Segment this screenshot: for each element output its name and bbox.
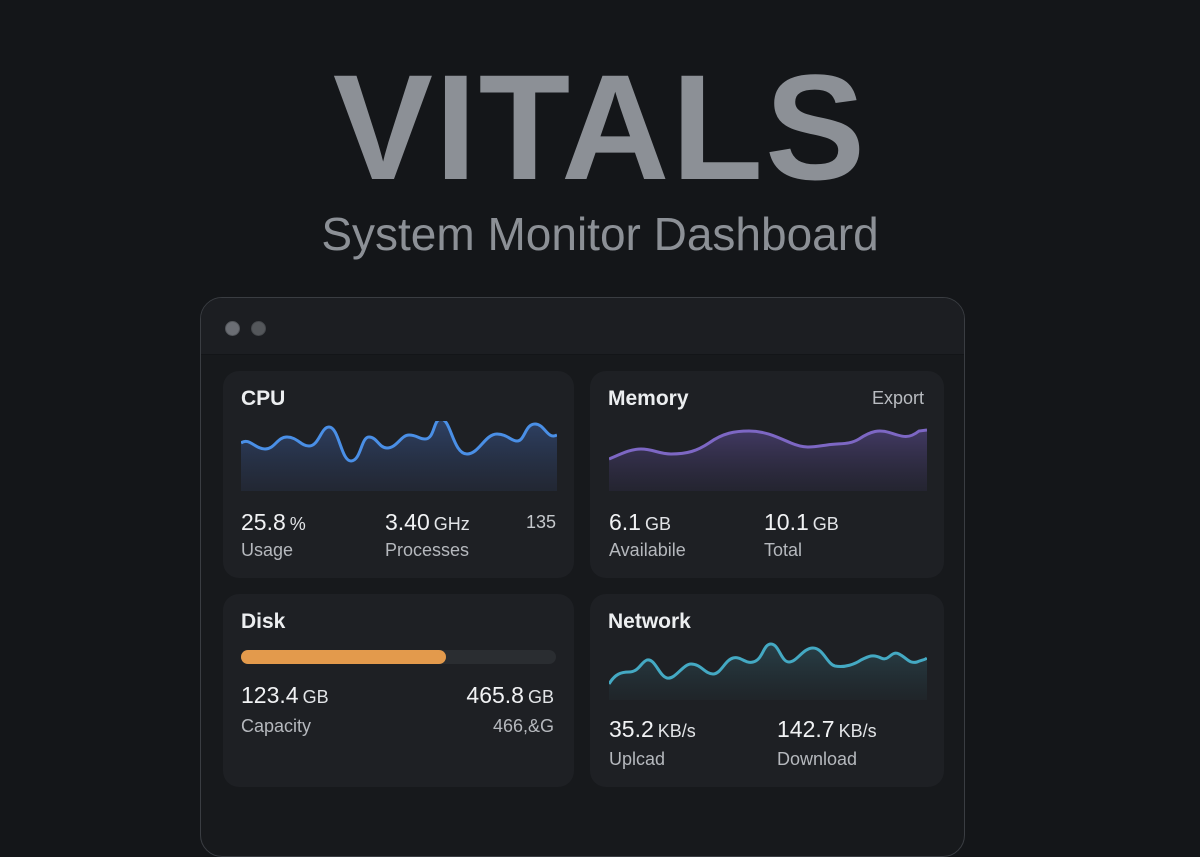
- network-card-title: Network: [608, 610, 691, 633]
- window-minimize-button[interactable]: [251, 321, 266, 336]
- app-title: VITALS: [332, 43, 868, 211]
- cpu-usage-label: Usage: [241, 540, 294, 560]
- cpu-usage-value: 25.8%: [241, 509, 306, 535]
- disk-card: Disk 123.4 GB Capacity 465.8 GB 466,&G: [223, 594, 574, 787]
- memory-total-label: Total: [764, 540, 803, 560]
- export-button[interactable]: Export: [871, 388, 924, 408]
- memory-total-value: 10.1 GB: [764, 509, 839, 535]
- app-subtitle: System Monitor Dashboard: [321, 208, 879, 260]
- dashboard-window: CPU 25.8% Usage 3.40 GHz Processes 135 Me…: [200, 297, 965, 857]
- disk-usage-bar-fill: [241, 650, 446, 664]
- network-download-label: Download: [777, 749, 858, 769]
- disk-card-title: Disk: [241, 610, 286, 633]
- memory-available-value: 6.1 GB: [609, 509, 671, 535]
- disk-total-value: 465.8 GB: [466, 682, 554, 708]
- memory-usage-chart: [609, 428, 927, 491]
- network-card: Network 35.2 KB/s Uplcad 142.7 KB/s Downlo…: [590, 594, 944, 787]
- network-traffic-chart: [609, 642, 927, 700]
- memory-card-title: Memory: [608, 387, 689, 410]
- cpu-frequency-value: 3.40 GHz: [385, 509, 470, 535]
- cpu-card: CPU 25.8% Usage 3.40 GHz Processes 135: [223, 371, 574, 578]
- network-upload-value: 35.2 KB/s: [609, 716, 696, 742]
- window-titlebar: [201, 298, 964, 355]
- disk-usage-bar: [241, 650, 556, 664]
- disk-total-sublabel: 466,&G: [492, 716, 554, 736]
- disk-capacity-label: Capacity: [241, 716, 312, 736]
- network-download-value: 142.7 KB/s: [777, 716, 877, 742]
- cpu-processes-label: Processes: [385, 540, 470, 560]
- memory-available-label: Availabile: [609, 540, 686, 560]
- cpu-usage-chart: [241, 421, 557, 491]
- cpu-processes-count: 135: [525, 512, 556, 532]
- window-close-button[interactable]: [225, 321, 240, 336]
- disk-used-value: 123.4 GB: [241, 682, 329, 708]
- network-upload-label: Uplcad: [609, 749, 666, 769]
- memory-card: Memory Export 6.1 GB Availabile 10.1 GB To…: [590, 371, 944, 578]
- cpu-card-title: CPU: [241, 387, 286, 410]
